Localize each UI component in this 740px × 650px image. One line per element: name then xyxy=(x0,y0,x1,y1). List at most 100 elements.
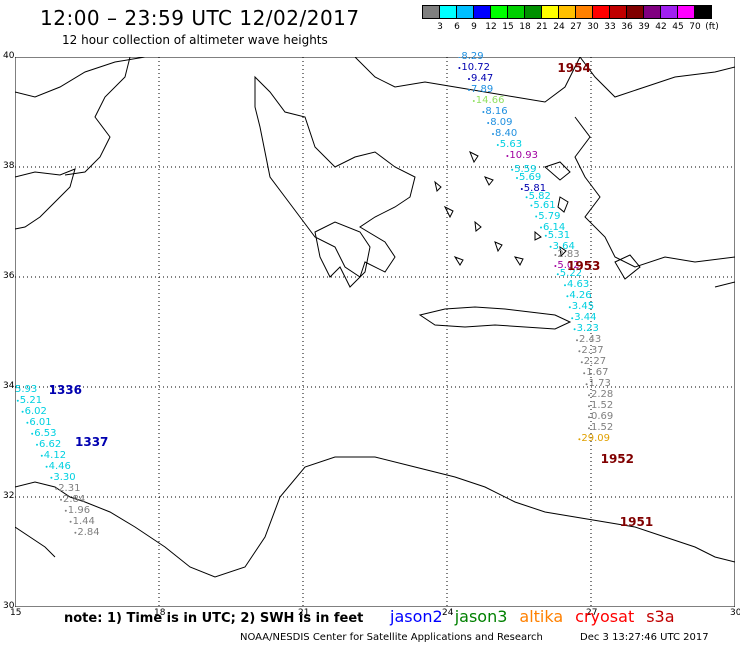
map-frame xyxy=(15,57,735,607)
wave-height-value: 1.73 xyxy=(588,378,611,390)
colorbar-label: 27 xyxy=(570,22,582,32)
colorbar-swatch xyxy=(456,5,474,19)
track-point xyxy=(21,410,24,413)
cyprus-edge xyxy=(714,281,735,288)
track-point xyxy=(472,100,475,102)
wave-height-value: 5.61 xyxy=(533,199,556,211)
wave-height-value: 9.47 xyxy=(471,73,494,84)
track-point xyxy=(549,245,552,248)
colorbar-label: 42 xyxy=(655,22,667,32)
track-point xyxy=(535,215,538,218)
colorbar-label: 33 xyxy=(604,22,616,32)
colorbar-label: 18 xyxy=(519,22,531,32)
track-point xyxy=(588,416,590,419)
coastline-turkey xyxy=(574,57,735,268)
colorbar-label: 12 xyxy=(485,22,497,32)
wave-height-value: 5.81 xyxy=(523,183,547,194)
wave-height-value: 6.53 xyxy=(34,427,57,439)
footer-credit: NOAA/NESDIS Center for Satellite Applica… xyxy=(240,632,543,643)
colorbar-label: 30 xyxy=(587,22,599,32)
coastline-sicily xyxy=(15,168,76,230)
track-point xyxy=(31,432,34,435)
wave-height-value: 1.44 xyxy=(72,515,95,527)
colorbar-label: 15 xyxy=(502,22,514,32)
track-point xyxy=(492,133,494,135)
track-point xyxy=(585,383,588,386)
colorbar-label: 24 xyxy=(553,22,565,32)
wave-height-value: 8.09 xyxy=(490,117,513,128)
wave-height-value: 2.27 xyxy=(583,356,607,368)
track-point xyxy=(573,328,576,331)
track-point xyxy=(554,265,557,267)
colorbar-label: 21 xyxy=(536,22,548,32)
colorbar-swatch xyxy=(422,5,440,19)
wave-height-value: 10.93 xyxy=(509,150,539,161)
map-note: note: 1) Time is in UTC; 2) SWH is in fe… xyxy=(64,611,364,626)
wave-height-value: 6.62 xyxy=(39,438,62,450)
track-point xyxy=(576,339,578,342)
colorbar-label: 36 xyxy=(621,22,633,32)
track-point xyxy=(40,454,43,457)
lat-tick-label: 34 xyxy=(3,381,15,391)
track-point xyxy=(578,438,581,441)
wave-height-map xyxy=(15,57,735,607)
track-point xyxy=(458,57,461,58)
lon-tick-label: 24 xyxy=(442,608,454,618)
colorbar-swatch xyxy=(626,5,644,19)
wave-height-value: 5.79 xyxy=(538,210,561,222)
coastline-rhodes xyxy=(614,254,641,280)
lesbos-chios xyxy=(544,161,571,213)
track-point xyxy=(74,531,77,534)
track-id-label: 1953 xyxy=(567,259,601,273)
coastline-greece xyxy=(254,75,416,278)
colorbar-label: 45 xyxy=(672,22,684,32)
wave-height-value: 1.96 xyxy=(67,504,91,516)
track-point xyxy=(588,394,590,397)
colorbar-swatch xyxy=(643,5,661,19)
wave-height-value: 4.46 xyxy=(48,460,71,472)
colorbar-label: 39 xyxy=(638,22,650,32)
track-point xyxy=(566,295,569,298)
wave-height-value: 4.63 xyxy=(567,279,590,291)
track-point xyxy=(568,306,571,309)
coastline-libya-west xyxy=(15,526,56,558)
colorbar-swatch xyxy=(558,5,576,19)
wave-height-value: 5.21 xyxy=(19,394,43,406)
lat-lon-grid xyxy=(15,57,735,607)
wave-height-value: 5.31 xyxy=(547,229,571,241)
lat-tick-label: 40 xyxy=(3,51,15,61)
track-point xyxy=(55,487,58,490)
wave-height-colorbar xyxy=(422,5,712,19)
map-title: 12:00 – 23:59 UTC 12/02/2017 xyxy=(40,6,360,30)
track-point xyxy=(496,144,499,146)
colorbar-label: 3 xyxy=(437,22,443,32)
track-point xyxy=(60,498,62,501)
satellite-legend: jason2 jason3 altika cryosat s3a xyxy=(390,607,687,626)
wave-height-value: 2.84 xyxy=(63,493,86,505)
track-point xyxy=(36,443,38,446)
coastline-balkans xyxy=(354,57,581,103)
wave-height-value: 2.83 xyxy=(557,249,580,260)
track-point xyxy=(511,168,514,171)
track-point xyxy=(588,405,590,408)
track-id-label: 1337 xyxy=(75,435,109,449)
wave-height-value: 8.29 xyxy=(461,51,484,62)
coastline-crete xyxy=(418,306,572,330)
map-subtitle: 12 hour collection of altimeter wave hei… xyxy=(62,33,328,47)
track-point xyxy=(458,67,461,69)
wave-height-value: 3.45 xyxy=(571,301,595,313)
wave-height-value: 3.64 xyxy=(552,240,575,252)
colorbar-swatch xyxy=(507,5,525,19)
coastlines xyxy=(15,57,735,578)
altimeter-track-dots xyxy=(16,57,590,534)
colorbar-swatch xyxy=(490,5,508,19)
lon-tick-label: 27 xyxy=(586,608,598,618)
colorbar-labels: 3 6 9 12 15 18 21 24 27 30 33 36 39 42 45 70 (ft) xyxy=(422,22,740,34)
wave-height-value: 1.52 xyxy=(591,400,614,412)
satellite-legend-item: altika xyxy=(519,607,564,626)
coastline-peloponnese xyxy=(314,221,371,288)
wave-height-value: 2.37 xyxy=(581,345,604,357)
satellite-legend-item: jason2 xyxy=(390,607,443,626)
satellite-legend-item: s3a xyxy=(646,607,675,626)
track-point xyxy=(69,520,72,523)
